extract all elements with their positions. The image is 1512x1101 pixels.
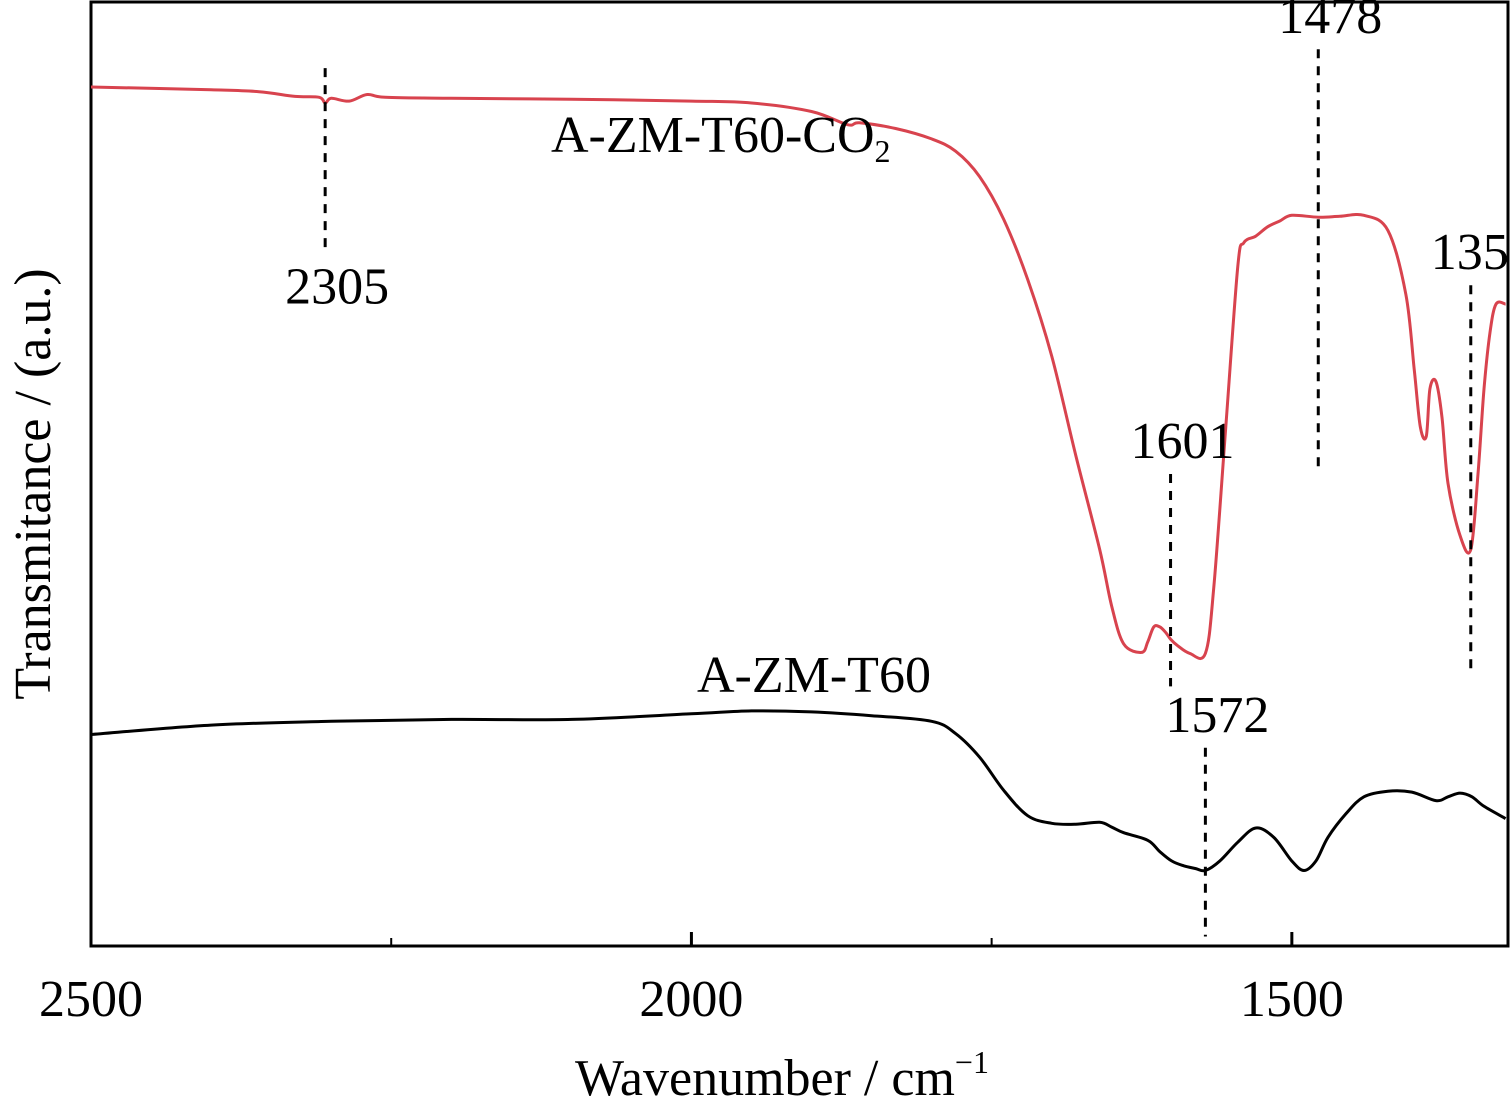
x-axis-label: Wavenumber / cm−1 [575,1044,989,1101]
plot-frame [89,0,1510,948]
series-label-a-zm-t60: A-ZM-T60 [697,647,931,704]
peak-label: 1572 [1165,687,1269,744]
series-label-a-zm-t60-co2: A-ZM-T60-CO2 [551,107,891,169]
x-tick-label: 2500 [39,971,143,1028]
x-axis-label-superscript: −1 [955,1044,989,1080]
x-tick-label: 2000 [639,971,743,1028]
series-line-a-zm-t60-co2 [91,85,1506,661]
peak-label: 1601 [1131,413,1235,470]
series-label-subscript: 2 [875,133,891,169]
peak-label: 2305 [285,258,389,315]
series-line-a-zm-t60 [91,709,1507,873]
y-axis-label: Transmitance / (a.u.) [5,268,62,699]
peak-label: 1478 [1278,0,1382,45]
x-tick-label: 1500 [1240,971,1344,1028]
